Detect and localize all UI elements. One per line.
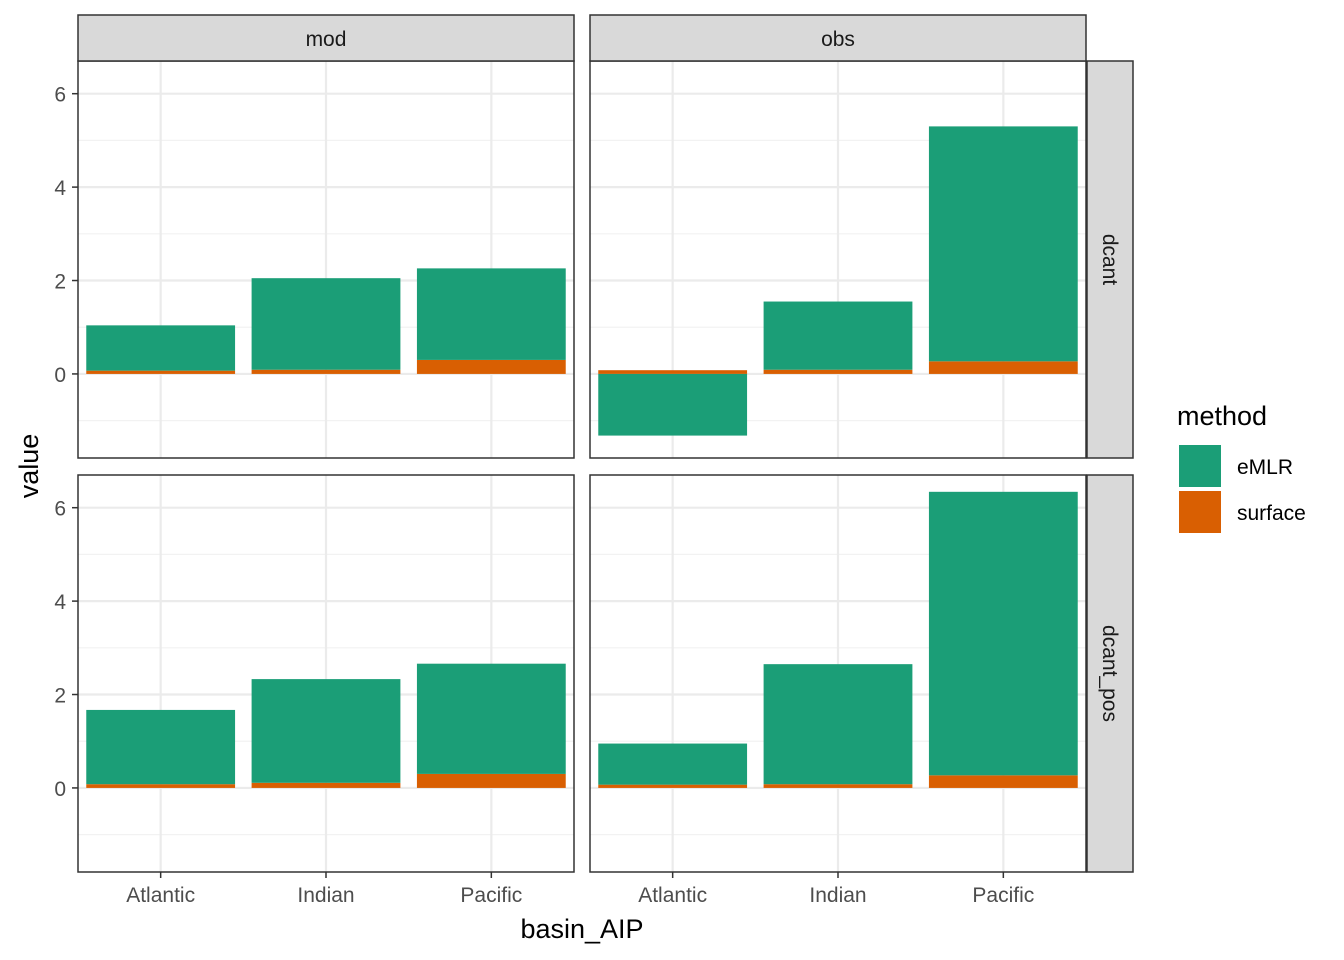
bar-eMLR-indian	[763, 301, 913, 370]
bar-surface-indian	[763, 369, 913, 374]
bar-surface-indian	[251, 369, 401, 374]
facet-strip-obs: obs	[589, 14, 1087, 62]
facet-strip-dcant_pos: dcant_pos	[1086, 474, 1134, 873]
panel-mod-dcant: 0 2 4 6	[54, 60, 575, 459]
bar-surface-indian	[763, 784, 913, 788]
strip-background	[1086, 474, 1134, 873]
strip-background	[77, 14, 575, 62]
bar-eMLR-atlantic	[86, 325, 236, 371]
y-tick-label: 0	[54, 364, 66, 387]
bar-eMLR-indian	[251, 278, 401, 370]
bar-surface-pacific	[928, 775, 1078, 788]
facet-strip-mod: mod	[77, 14, 575, 62]
panel-obs-dcant	[589, 60, 1087, 459]
x-axis-title: basin_AIP	[520, 914, 643, 944]
strip-label: dcant_pos	[1098, 625, 1121, 722]
y-tick-label: 0	[54, 778, 66, 801]
panel-obs-dcant_pos: Atlantic Indian Pacific	[589, 474, 1087, 907]
strip-label: mod	[306, 28, 347, 51]
panel-mod-dcant_pos: 0 2 4 6 Atlantic Indian Pacific	[54, 474, 575, 907]
bar-eMLR-pacific	[928, 491, 1078, 776]
y-tick-label: 2	[54, 271, 66, 294]
y-tick-label: 6	[54, 498, 66, 521]
bar-surface-atlantic	[86, 370, 236, 374]
legend-label-emlr: eMLR	[1237, 456, 1293, 479]
y-tick-label: 4	[54, 177, 66, 200]
bar-surface-atlantic	[86, 784, 236, 788]
y-axis-title: value	[14, 434, 44, 499]
x-tick-label: Pacific	[460, 884, 522, 907]
legend-key-emlr	[1179, 445, 1221, 487]
facet-strip-dcant: dcant	[1086, 60, 1134, 459]
bar-eMLR-pacific	[416, 268, 566, 360]
y-tick-label: 6	[54, 84, 66, 107]
bar-surface-atlantic	[598, 784, 748, 788]
panels-layer: 0 2 4 6 0 2 4 6 Atlantic Indian Pacific Atlantic Ind…	[54, 14, 1134, 907]
y-tick-label: 4	[54, 591, 66, 614]
x-tick-label: Indian	[297, 884, 354, 907]
strip-label: obs	[821, 28, 855, 51]
bar-eMLR-indian	[763, 664, 913, 785]
bar-eMLR-pacific	[416, 663, 566, 774]
bar-surface-pacific	[416, 773, 566, 788]
legend-key-surface	[1179, 491, 1221, 533]
bar-eMLR-atlantic	[598, 373, 748, 436]
legend: method eMLR surface	[1177, 401, 1306, 533]
y-tick-label: 2	[54, 685, 66, 708]
x-tick-label: Indian	[809, 884, 866, 907]
x-tick-label: Atlantic	[638, 884, 707, 907]
x-tick-label: Pacific	[972, 884, 1034, 907]
bar-surface-pacific	[416, 359, 566, 374]
strip-background	[1086, 60, 1134, 459]
strip-label: dcant	[1098, 234, 1121, 286]
strip-background	[589, 14, 1087, 62]
bar-surface-atlantic	[598, 370, 748, 374]
bar-surface-indian	[251, 782, 401, 788]
bar-eMLR-indian	[251, 679, 401, 783]
bar-eMLR-atlantic	[86, 709, 236, 785]
bar-eMLR-atlantic	[598, 743, 748, 785]
legend-label-surface: surface	[1237, 502, 1306, 525]
legend-title: method	[1177, 401, 1267, 431]
bar-eMLR-pacific	[928, 126, 1078, 362]
bar-surface-pacific	[928, 361, 1078, 374]
x-tick-label: Atlantic	[126, 884, 195, 907]
